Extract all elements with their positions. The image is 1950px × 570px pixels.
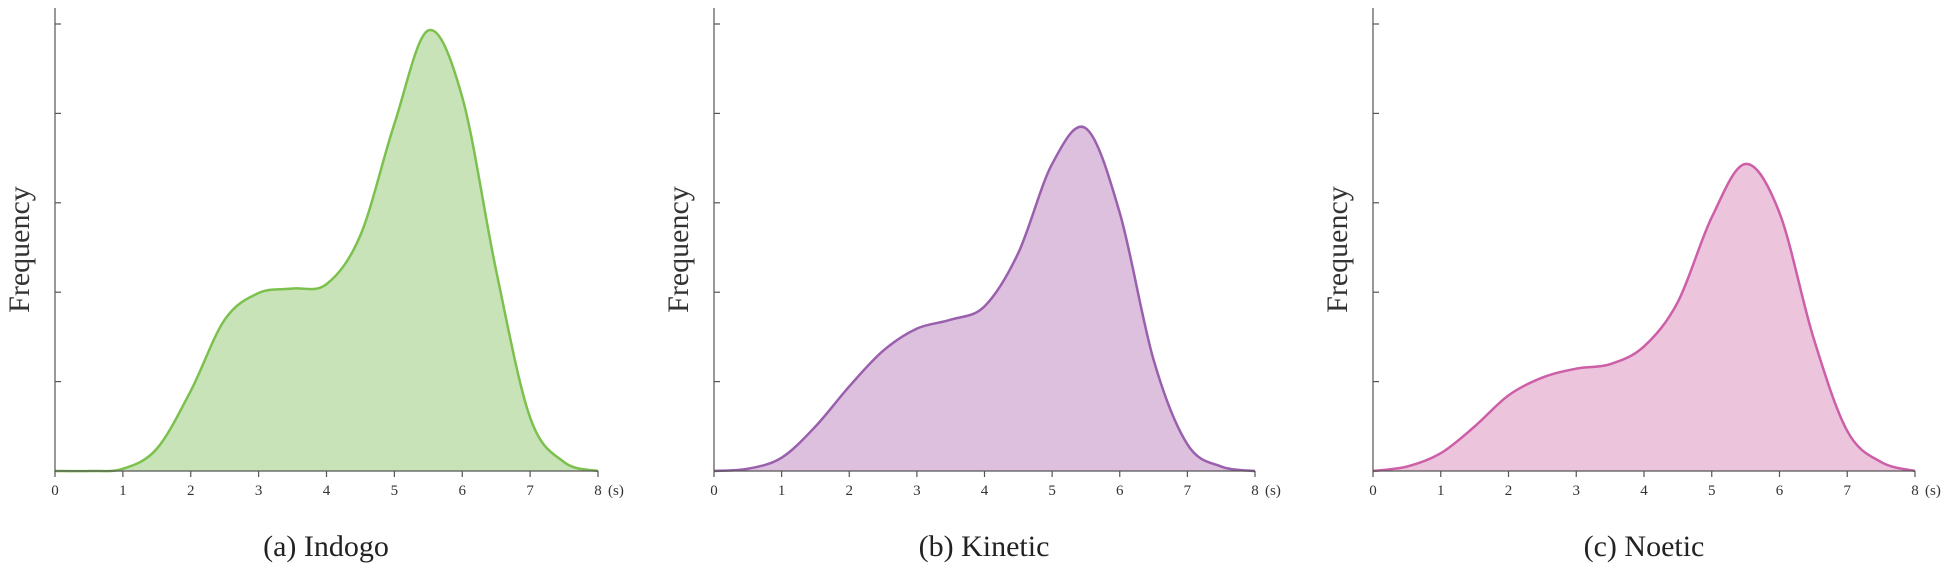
x-tick-label: 0 (1369, 483, 1377, 499)
x-tick-label: 4 (323, 483, 331, 499)
panel-caption: (b) Kinetic (919, 530, 1050, 563)
chart-panel-2: 0 1 2 3 4 5 6 7 8 (s) Frequency (b) Kinetic (662, 8, 1281, 563)
x-unit-label: (s) (608, 483, 624, 499)
x-tick-label: 4 (981, 483, 989, 499)
x-tick-label: 2 (846, 483, 854, 499)
density-line (54, 28, 599, 473)
x-tick-label: 3 (1573, 483, 1581, 499)
x-tick-label: 3 (913, 483, 921, 499)
x-tick-label: 8 (594, 483, 602, 499)
density-line (713, 125, 1256, 473)
x-tick-label: 6 (459, 483, 467, 499)
x-tick-label: 6 (1776, 483, 1784, 499)
x-tick-label: 7 (526, 483, 534, 499)
x-tick-label: 5 (1708, 483, 1716, 499)
x-tick-label: 2 (1505, 483, 1513, 499)
y-axis-label: Frequency (3, 186, 36, 313)
x-unit-label: (s) (1925, 483, 1941, 499)
panel-caption: (a) Indogo (263, 530, 389, 563)
chart-panel-1: 0 1 2 3 4 5 6 7 8 (s) Frequency (a) Indogo (3, 8, 624, 563)
panel-caption: (c) Noetic (1584, 530, 1705, 563)
x-tick-label: 8 (1251, 483, 1259, 499)
x-tick-label: 0 (51, 483, 59, 499)
chart-panel-3: 0 1 2 3 4 5 6 7 8 (s) Frequency (c) Noetic (1321, 8, 1941, 563)
density-area (714, 126, 1255, 472)
x-tick-label: 1 (119, 483, 127, 499)
x-tick-label: 3 (255, 483, 263, 499)
x-unit-label: (s) (1265, 483, 1281, 499)
x-tick-label: 4 (1640, 483, 1648, 499)
x-tick-label: 7 (1844, 483, 1852, 499)
x-tick-label: 2 (187, 483, 195, 499)
x-tick-label: 1 (1437, 483, 1445, 499)
y-axis-label: Frequency (1321, 186, 1354, 313)
density-area (55, 30, 598, 472)
y-axis-label: Frequency (662, 186, 695, 313)
x-tick-label: 5 (391, 483, 399, 499)
x-tick-label: 7 (1184, 483, 1192, 499)
x-tick-label: 5 (1048, 483, 1056, 499)
density-area (1373, 163, 1915, 471)
x-tick-label: 8 (1911, 483, 1919, 499)
x-tick-label: 0 (710, 483, 718, 499)
x-tick-label: 6 (1116, 483, 1124, 499)
x-tick-label: 1 (778, 483, 786, 499)
density-line (1372, 162, 1916, 473)
